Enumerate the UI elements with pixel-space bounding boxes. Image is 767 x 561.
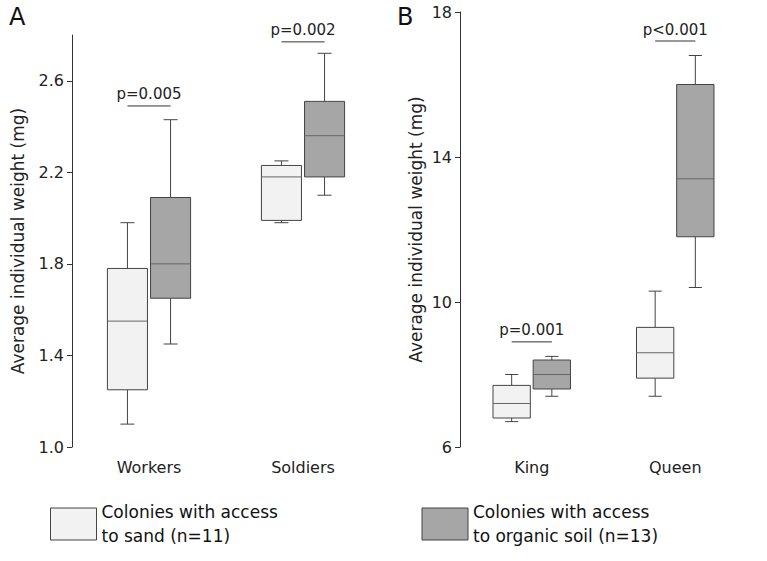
svg-text:2.2: 2.2 [39,163,64,182]
svg-text:B: B [397,3,413,31]
svg-text:Queen: Queen [649,458,702,477]
svg-text:1.0: 1.0 [39,438,64,457]
svg-text:Colonies with access: Colonies with access [102,502,284,522]
svg-text:6: 6 [442,438,452,457]
svg-text:p=0.005: p=0.005 [116,85,181,103]
svg-text:18: 18 [432,3,452,22]
svg-text:A: A [9,3,26,31]
svg-text:14: 14 [432,148,452,167]
svg-text:Soldiers: Soldiers [271,458,335,477]
svg-text:to sand (n=11): to sand (n=11) [102,526,231,546]
svg-text:p<0.001: p<0.001 [643,21,708,39]
svg-text:King: King [514,458,549,477]
svg-text:1.4: 1.4 [39,346,64,365]
svg-text:p=0.001: p=0.001 [499,321,564,339]
svg-text:10: 10 [432,293,452,312]
svg-text:p=0.002: p=0.002 [270,21,335,39]
svg-text:to organic soil (n=13): to organic soil (n=13) [473,526,658,546]
svg-text:Workers: Workers [117,458,182,477]
svg-text:Average individual weight (mg): Average individual weight (mg) [406,96,426,362]
svg-text:Colonies with access: Colonies with access [473,502,655,522]
svg-text:Average individual weight (mg): Average individual weight (mg) [8,108,28,374]
svg-text:2.6: 2.6 [39,71,64,90]
svg-text:1.8: 1.8 [39,254,64,273]
